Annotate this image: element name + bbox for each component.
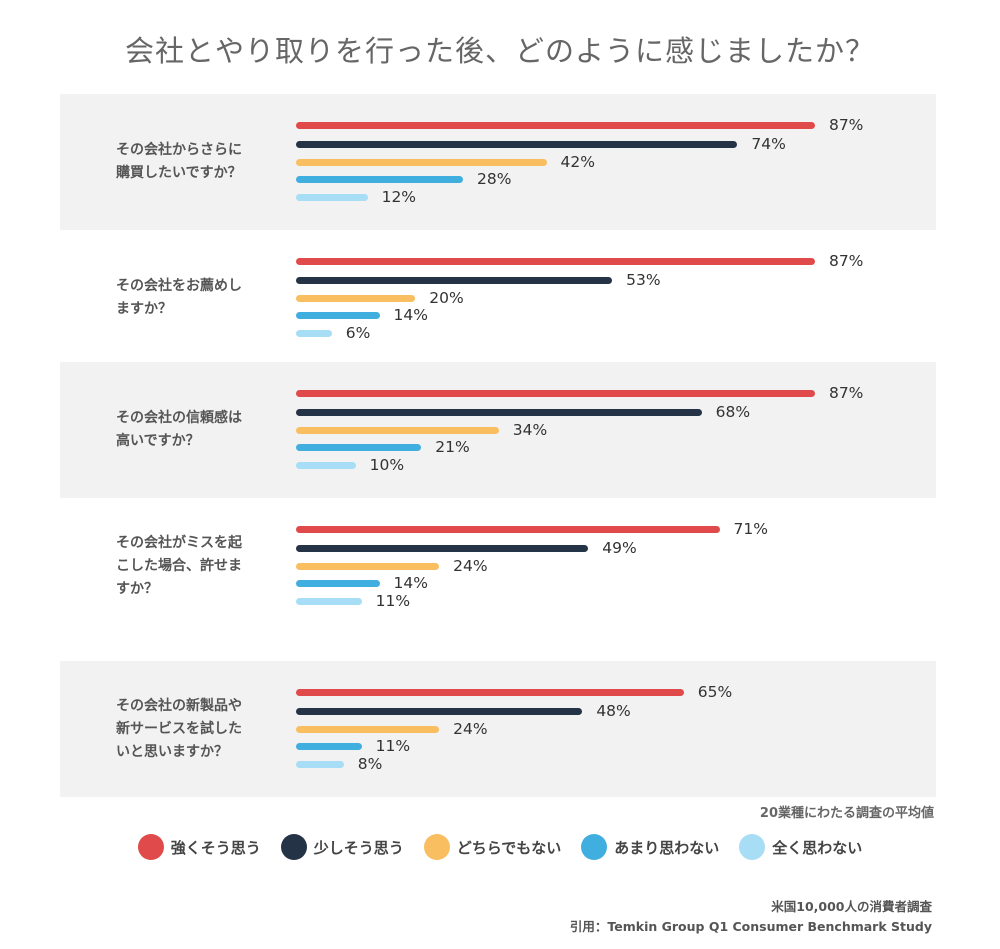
data-label: 14%	[393, 306, 428, 324]
legend-swatch	[280, 834, 307, 860]
bar	[296, 158, 547, 166]
legend-swatch	[581, 834, 608, 860]
question-label: その会社をお薦めし ますか？	[116, 278, 242, 317]
bar	[296, 544, 589, 552]
data-label: 49%	[602, 539, 637, 557]
bar	[296, 725, 440, 733]
bar	[296, 443, 422, 451]
data-label: 24%	[453, 557, 488, 575]
data-label: 11%	[375, 592, 411, 610]
data-label: 8%	[357, 755, 383, 773]
legend-label: どちらでもない	[456, 838, 562, 857]
bar	[296, 175, 464, 183]
legend-label: 強くそう思う	[170, 838, 261, 857]
data-label: 24%	[453, 720, 488, 738]
data-label: 10%	[369, 456, 405, 474]
question-panel: その会社からさらに 購買したいですか？ 87% 74% 42% 28% 12%	[60, 94, 936, 230]
bar	[296, 688, 684, 696]
bar	[296, 121, 815, 129]
bar	[296, 707, 583, 715]
data-label: 48%	[596, 702, 631, 720]
survey-source-note: 米国10,000人の消費者調査	[771, 899, 932, 914]
legend-swatch	[423, 834, 450, 860]
bar	[296, 597, 362, 605]
legend-label: 少しそう思う	[313, 838, 404, 857]
data-label: 20%	[429, 289, 464, 307]
legend-label: 全く思わない	[772, 838, 863, 857]
bar	[296, 579, 380, 587]
question-label: その会社からさらに 購買したいですか？	[116, 142, 242, 181]
data-label: 42%	[560, 153, 595, 171]
bar	[296, 294, 416, 302]
bar	[296, 389, 815, 397]
data-label: 11%	[375, 737, 411, 755]
legend-item: 少しそう思う	[280, 834, 404, 860]
data-label: 87%	[828, 384, 864, 402]
bar	[296, 329, 332, 337]
legend-swatch	[137, 834, 164, 860]
legend-swatch	[739, 834, 766, 860]
data-label: 28%	[477, 170, 512, 188]
citation-note: 引用：Temkin Group Q1 Consumer Benchmark St…	[569, 919, 932, 934]
legend-label: あまり思わない	[614, 838, 720, 857]
question-label: その会社がミスを起 こした場合、許せま すか？	[116, 534, 242, 597]
bar	[296, 193, 368, 201]
data-label: 87%	[828, 252, 864, 270]
chart-title: 会社とやり取りを行った後、どのように感じましたか？	[124, 34, 875, 68]
data-label: 53%	[626, 271, 661, 289]
data-label: 14%	[393, 574, 428, 592]
question-label: その会社の新製品や 新サービスを試した いと思いますか？	[116, 697, 242, 760]
data-label: 68%	[715, 403, 751, 421]
bar	[296, 461, 356, 469]
bar	[296, 140, 738, 148]
bar	[296, 742, 362, 750]
data-label: 12%	[381, 188, 417, 206]
legend-item: どちらでもない	[423, 834, 562, 860]
data-label: 6%	[345, 324, 371, 342]
data-label: 21%	[435, 438, 470, 456]
bar	[296, 426, 499, 434]
question-label: その会社の信頼感は 高いですか？	[116, 410, 242, 449]
bar	[296, 257, 815, 265]
legend-item: 全く思わない	[739, 834, 862, 860]
bar	[296, 760, 344, 768]
bar	[296, 311, 380, 319]
data-label: 74%	[751, 135, 786, 153]
question-panel: その会社をお薦めし ますか？ 87% 53% 20% 14% 6%	[60, 230, 936, 366]
bar	[296, 276, 613, 284]
question-panel: その会社の新製品や 新サービスを試した いと思いますか？ 65% 48% 24% 11%…	[60, 661, 936, 797]
data-label: 65%	[697, 683, 733, 701]
legend-item: あまり思わない	[581, 834, 719, 860]
question-panel: その会社の信頼感は 高いですか？ 87% 68% 34% 21% 10%	[60, 362, 936, 498]
data-label: 87%	[828, 116, 864, 134]
legend-item: 強くそう思う	[137, 834, 261, 860]
question-panel: その会社がミスを起 こした場合、許せま すか？ 71% 49% 24% 14% 11%	[60, 498, 936, 634]
data-label: 34%	[512, 421, 548, 439]
data-label: 71%	[733, 520, 768, 538]
average-note: 20業種にわたる調査の平均値	[759, 806, 934, 821]
bar	[296, 525, 720, 533]
bar	[296, 408, 702, 416]
bar	[296, 562, 440, 570]
legend: 強くそう思う 少しそう思う どちらでもない あまり思わない 全く思わない	[0, 834, 1000, 860]
